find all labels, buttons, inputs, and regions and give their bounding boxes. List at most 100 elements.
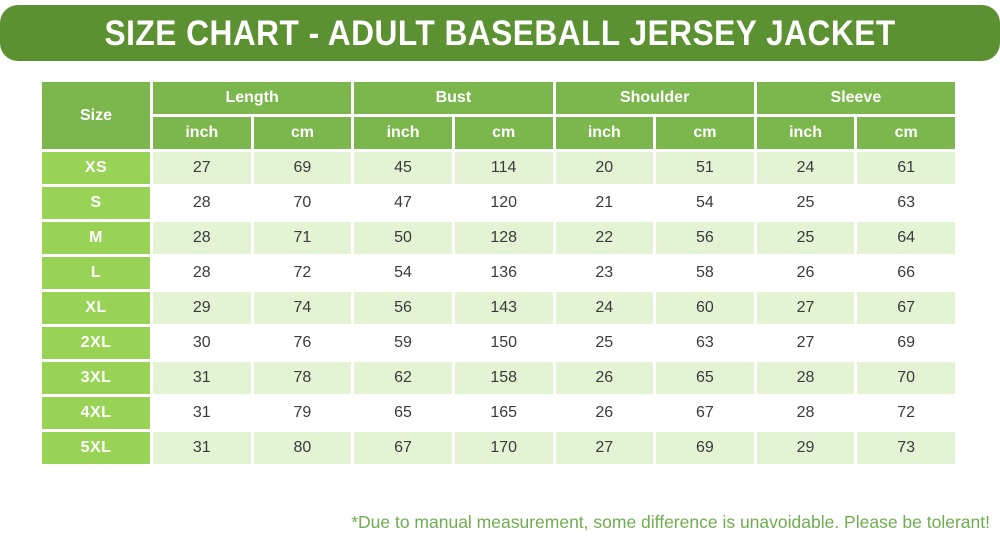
- size-chart-table: Size Length Bust Shoulder Sleeve inch cm…: [39, 79, 958, 467]
- table-row: S 28 70 47 120 21 54 25 63: [42, 187, 955, 219]
- measurement-cell: 26: [756, 257, 855, 289]
- measurement-cell: 72: [857, 397, 955, 429]
- measurement-cell: 70: [253, 187, 352, 219]
- column-group-length: Length: [153, 82, 352, 114]
- measurement-cell: 120: [454, 187, 553, 219]
- measurement-cell: 80: [253, 432, 352, 464]
- measurement-cell: 26: [555, 362, 654, 394]
- column-header-shoulder-inch: inch: [555, 117, 654, 149]
- column-header-sleeve-cm: cm: [857, 117, 955, 149]
- measurement-cell: 63: [857, 187, 955, 219]
- measurement-cell: 70: [857, 362, 955, 394]
- size-label: 2XL: [42, 327, 150, 359]
- table-row: L 28 72 54 136 23 58 26 66: [42, 257, 955, 289]
- measurement-cell: 22: [555, 222, 654, 254]
- measurement-cell: 27: [153, 152, 251, 184]
- measurement-cell: 60: [656, 292, 754, 324]
- table-row: XL 29 74 56 143 24 60 27 67: [42, 292, 955, 324]
- size-label: XS: [42, 152, 150, 184]
- measurement-cell: 23: [555, 257, 654, 289]
- column-header-bust-cm: cm: [454, 117, 553, 149]
- measurement-cell: 25: [756, 187, 855, 219]
- measurement-cell: 64: [857, 222, 955, 254]
- measurement-cell: 76: [253, 327, 352, 359]
- size-label: XL: [42, 292, 150, 324]
- measurement-cell: 74: [253, 292, 352, 324]
- measurement-cell: 114: [454, 152, 553, 184]
- measurement-cell: 63: [656, 327, 754, 359]
- measurement-cell: 24: [555, 292, 654, 324]
- size-label: 4XL: [42, 397, 150, 429]
- measurement-cell: 30: [153, 327, 251, 359]
- measurement-cell: 72: [253, 257, 352, 289]
- measurement-cell: 54: [354, 257, 452, 289]
- measurement-cell: 165: [454, 397, 553, 429]
- measurement-cell: 61: [857, 152, 955, 184]
- measurement-cell: 27: [555, 432, 654, 464]
- measurement-cell: 170: [454, 432, 553, 464]
- column-header-size: Size: [42, 82, 150, 149]
- measurement-cell: 29: [756, 432, 855, 464]
- column-group-sleeve: Sleeve: [756, 82, 955, 114]
- header-group-row: Size Length Bust Shoulder Sleeve: [42, 82, 955, 149]
- measurement-cell: 65: [656, 362, 754, 394]
- measurement-cell: 69: [656, 432, 754, 464]
- measurement-cell: 47: [354, 187, 452, 219]
- size-label: 3XL: [42, 362, 150, 394]
- measurement-cell: 69: [253, 152, 352, 184]
- measurement-cell: 28: [756, 362, 855, 394]
- column-header-bust-inch: inch: [354, 117, 452, 149]
- measurement-cell: 31: [153, 432, 251, 464]
- measurement-cell: 79: [253, 397, 352, 429]
- table-row: 3XL 31 78 62 158 26 65 28 70: [42, 362, 955, 394]
- size-label: 5XL: [42, 432, 150, 464]
- measurement-cell: 31: [153, 397, 251, 429]
- measurement-cell: 26: [555, 397, 654, 429]
- table-row: XS 27 69 45 114 20 51 24 61: [42, 152, 955, 184]
- measurement-cell: 28: [153, 257, 251, 289]
- measurement-cell: 24: [756, 152, 855, 184]
- measurement-cell: 45: [354, 152, 452, 184]
- table-row: 5XL 31 80 67 170 27 69 29 73: [42, 432, 955, 464]
- measurement-cell: 31: [153, 362, 251, 394]
- measurement-cell: 25: [756, 222, 855, 254]
- measurement-cell: 25: [555, 327, 654, 359]
- column-header-length-cm: cm: [253, 117, 352, 149]
- measurement-cell: 67: [354, 432, 452, 464]
- size-chart-table-container: Size Length Bust Shoulder Sleeve inch cm…: [39, 79, 958, 467]
- measurement-cell: 29: [153, 292, 251, 324]
- measurement-cell: 59: [354, 327, 452, 359]
- table-row: M 28 71 50 128 22 56 25 64: [42, 222, 955, 254]
- measurement-cell: 28: [153, 187, 251, 219]
- measurement-cell: 67: [656, 397, 754, 429]
- measurement-cell: 62: [354, 362, 452, 394]
- table-row: 4XL 31 79 65 165 26 67 28 72: [42, 397, 955, 429]
- measurement-cell: 58: [656, 257, 754, 289]
- title-banner: SIZE CHART - ADULT BASEBALL JERSEY JACKE…: [0, 5, 1000, 61]
- size-label: S: [42, 187, 150, 219]
- measurement-cell: 50: [354, 222, 452, 254]
- measurement-cell: 56: [354, 292, 452, 324]
- measurement-cell: 20: [555, 152, 654, 184]
- column-header-shoulder-cm: cm: [656, 117, 754, 149]
- column-header-length-inch: inch: [153, 117, 251, 149]
- column-group-shoulder: Shoulder: [555, 82, 754, 114]
- measurement-cell: 66: [857, 257, 955, 289]
- measurement-cell: 65: [354, 397, 452, 429]
- measurement-cell: 158: [454, 362, 553, 394]
- measurement-cell: 54: [656, 187, 754, 219]
- measurement-cell: 143: [454, 292, 553, 324]
- measurement-cell: 28: [756, 397, 855, 429]
- measurement-cell: 69: [857, 327, 955, 359]
- measurement-cell: 28: [153, 222, 251, 254]
- column-group-bust: Bust: [354, 82, 553, 114]
- measurement-cell: 27: [756, 292, 855, 324]
- measurement-cell: 73: [857, 432, 955, 464]
- table-row: 2XL 30 76 59 150 25 63 27 69: [42, 327, 955, 359]
- measurement-cell: 56: [656, 222, 754, 254]
- size-label: L: [42, 257, 150, 289]
- size-label: M: [42, 222, 150, 254]
- measurement-cell: 128: [454, 222, 553, 254]
- measurement-cell: 27: [756, 327, 855, 359]
